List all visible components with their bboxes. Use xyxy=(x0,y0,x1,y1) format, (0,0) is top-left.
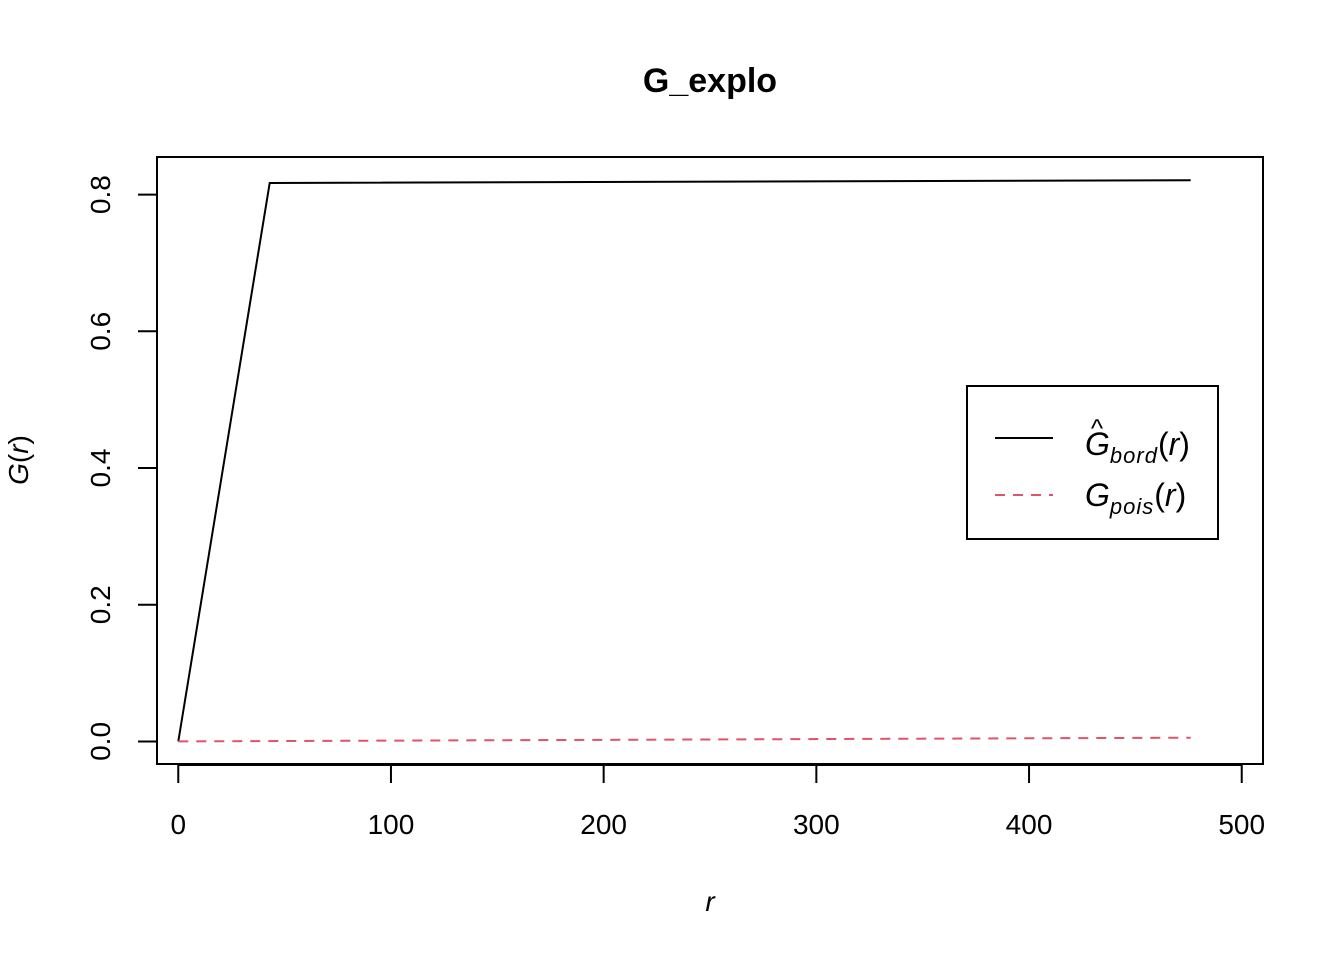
x-axis: 0 100 200 300 400 500 xyxy=(170,764,1265,840)
legend-sub-pois: pois xyxy=(1109,494,1154,519)
x-tick-label-2: 200 xyxy=(580,809,627,840)
series-line-pois xyxy=(178,736,1191,743)
legend-main-pois: G xyxy=(1085,477,1110,513)
y-tick-label-4: 0.8 xyxy=(85,175,116,214)
legend: Gbord(r) ^ Gpois(r) xyxy=(966,385,1219,540)
y-tick-label-3: 0.6 xyxy=(85,312,116,351)
x-axis-label: r xyxy=(705,886,716,917)
y-tick-label-1: 0.2 xyxy=(85,585,116,624)
legend-label-bord: Gbord(r) xyxy=(1085,426,1190,468)
series-layer xyxy=(177,179,1191,743)
y-axis-label: G(r) xyxy=(3,435,34,485)
legend-sub-bord: bord xyxy=(1110,443,1158,468)
x-tick-label-5: 500 xyxy=(1218,809,1265,840)
legend-arg-bord: r xyxy=(1169,426,1181,462)
x-tick-label-1: 100 xyxy=(368,809,415,840)
x-tick-label-3: 300 xyxy=(793,809,840,840)
x-tick-label-0: 0 xyxy=(170,809,186,840)
chart-title: G_explo xyxy=(643,62,777,100)
legend-hat-bord: ^ xyxy=(1091,413,1104,443)
legend-arg-pois: r xyxy=(1165,477,1177,513)
legend-label-pois: Gpois(r) xyxy=(1085,477,1186,519)
y-tick-label-0: 0.0 xyxy=(85,722,116,761)
y-axis: 0.0 0.2 0.4 0.6 0.8 xyxy=(85,175,158,761)
legend-main-bord: G xyxy=(1085,426,1110,462)
series-line-bord xyxy=(177,179,1191,742)
legend-box xyxy=(966,385,1219,540)
y-tick-label-2: 0.4 xyxy=(85,449,116,488)
x-tick-label-4: 400 xyxy=(1006,809,1053,840)
